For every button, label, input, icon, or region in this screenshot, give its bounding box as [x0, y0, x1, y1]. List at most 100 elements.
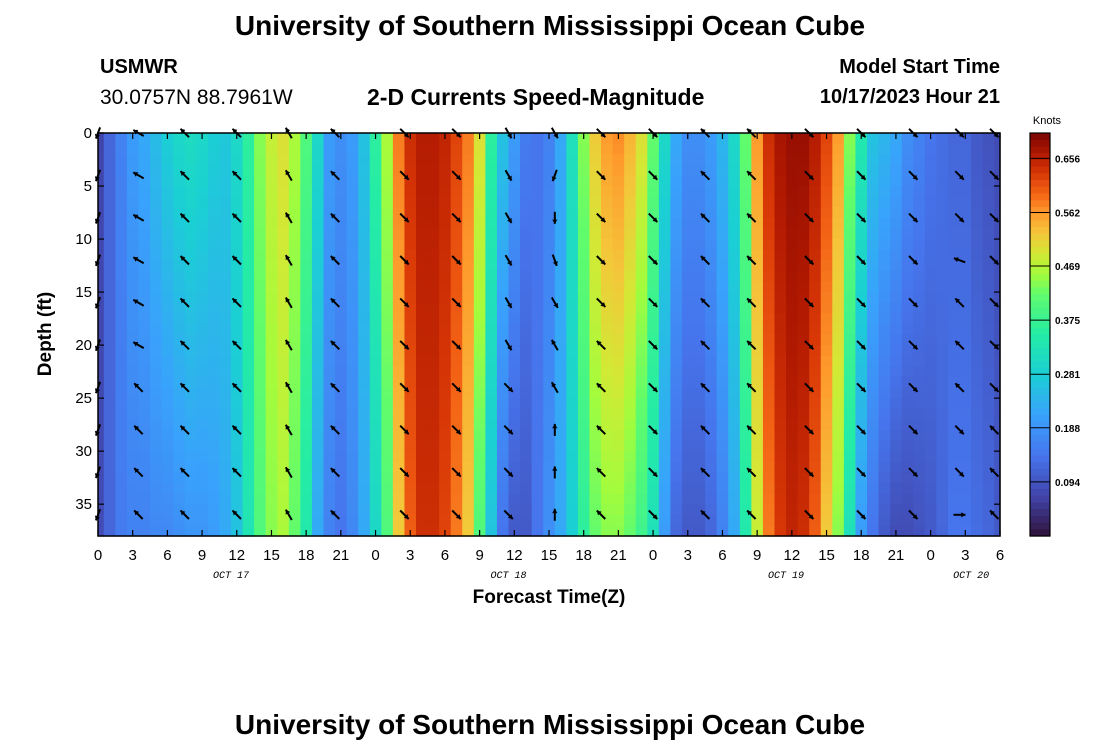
heatmap-cell [543, 249, 556, 261]
heatmap-cell [716, 302, 729, 314]
heatmap-cell [404, 345, 417, 357]
heatmap-cell [346, 154, 359, 166]
heatmap-cell [416, 398, 429, 410]
heatmap-cell [323, 292, 336, 304]
heatmap-cell [427, 408, 440, 420]
heatmap-cell [103, 133, 116, 145]
heatmap-cell [323, 186, 336, 198]
heatmap-cell [947, 175, 961, 187]
current-arrow [989, 212, 1000, 223]
heatmap-cell [404, 143, 417, 155]
heatmap-cell [843, 249, 857, 261]
heatmap-cell [543, 239, 556, 251]
heatmap-cell [450, 133, 463, 145]
heatmap-cell [797, 260, 810, 272]
heatmap-cell [404, 429, 417, 442]
heatmap-cell [103, 154, 116, 166]
heatmap-cell [693, 313, 706, 325]
heatmap-cell [924, 440, 937, 452]
heatmap-cell [947, 313, 961, 325]
heatmap-cell [346, 461, 359, 473]
current-arrow [284, 339, 293, 351]
arrow-head [507, 302, 512, 308]
heatmap-cell [450, 207, 463, 219]
heatmap-cell [751, 419, 764, 431]
heatmap-cell [485, 270, 498, 283]
heatmap-cell [635, 461, 648, 473]
heatmap-cell [566, 207, 579, 219]
heatmap-cell [207, 154, 221, 166]
heatmap-cell [924, 461, 937, 473]
heatmap-cell [427, 270, 440, 283]
heatmap-cell [115, 398, 128, 410]
heatmap-cell [126, 270, 140, 283]
heatmap-cell [427, 292, 440, 304]
heatmap-cell [728, 323, 741, 336]
current-arrow [399, 255, 410, 266]
heatmap-cell [230, 228, 244, 240]
heatmap-cell [762, 313, 776, 325]
heatmap-cell [971, 345, 984, 357]
heatmap-cell [786, 260, 799, 272]
heatmap-cell [843, 323, 857, 336]
heatmap-cell [566, 429, 579, 442]
heatmap-cell [890, 302, 903, 314]
heatmap-cell [554, 164, 567, 177]
heatmap-cell [520, 398, 533, 410]
heatmap-cell [913, 429, 926, 442]
heatmap-cell [890, 313, 903, 325]
heatmap-cell [612, 313, 625, 325]
heatmap-cell [98, 292, 105, 304]
heatmap-cell [196, 482, 209, 495]
heatmap-cell [219, 143, 232, 155]
heatmap-cell [126, 493, 140, 505]
heatmap-cell [658, 493, 672, 505]
heatmap-cell [150, 196, 163, 208]
heatmap-cell [797, 440, 810, 452]
heatmap-cell [242, 514, 255, 526]
heatmap-cell [554, 239, 567, 251]
heatmap-cell [335, 482, 348, 495]
heatmap-cell [901, 292, 914, 304]
heatmap-cell [762, 260, 776, 272]
heatmap-cell [577, 419, 591, 431]
arrow-head [993, 174, 999, 180]
heatmap-cell [913, 133, 926, 145]
heatmap-cell [705, 323, 718, 336]
heatmap-cell [820, 207, 833, 219]
heatmap-cell [612, 175, 625, 187]
heatmap-cell [820, 387, 833, 399]
heatmap-cell [369, 345, 382, 357]
heatmap-cell [624, 249, 637, 261]
current-arrow [504, 212, 513, 224]
heatmap-cell [161, 419, 174, 431]
heatmap-cell [635, 164, 648, 177]
heatmap-cell [658, 302, 672, 314]
current-arrow [700, 255, 711, 266]
current-arrow [451, 424, 462, 435]
heatmap-cell [751, 504, 764, 516]
heatmap-cell [924, 292, 937, 304]
heatmap-cell [335, 461, 348, 473]
current-arrow [504, 297, 513, 309]
heatmap-cell [230, 461, 244, 473]
heatmap-cell [716, 387, 729, 399]
heatmap-cell [867, 472, 880, 484]
heatmap-cell [439, 472, 452, 484]
heatmap-cell [520, 376, 533, 389]
heatmap-cell [913, 525, 926, 537]
arrow-head [958, 429, 964, 435]
heatmap-cell [242, 228, 255, 240]
heatmap-cell [947, 461, 961, 473]
heatmap-cell [254, 228, 267, 240]
heatmap-cell [392, 398, 406, 410]
heatmap-cell [843, 270, 857, 283]
heatmap-cell [311, 429, 325, 442]
heatmap-cell [473, 302, 486, 314]
arrow-head [990, 468, 995, 473]
heatmap-cell [207, 429, 221, 442]
heatmap-cell [728, 408, 741, 420]
heatmap-cell [485, 387, 498, 399]
heatmap-cell [936, 451, 949, 463]
heatmap-cell [184, 133, 197, 145]
